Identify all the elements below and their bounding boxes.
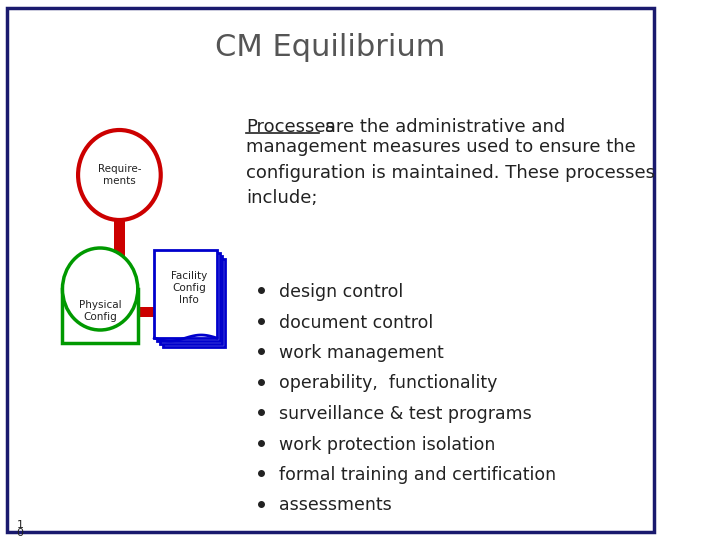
Text: management measures used to ensure the
configuration is maintained. These proces: management measures used to ensure the c… (246, 138, 655, 207)
Circle shape (63, 248, 138, 330)
FancyBboxPatch shape (157, 253, 220, 341)
Text: work protection isolation: work protection isolation (279, 435, 495, 454)
FancyBboxPatch shape (160, 256, 222, 344)
Text: Physical
Config: Physical Config (78, 300, 122, 322)
Text: CM Equilibrium: CM Equilibrium (215, 33, 446, 63)
FancyBboxPatch shape (7, 8, 654, 532)
Text: 0: 0 (17, 528, 24, 538)
Text: operability,  functionality: operability, functionality (279, 375, 498, 393)
Text: design control: design control (279, 283, 403, 301)
Text: surveillance & test programs: surveillance & test programs (279, 405, 532, 423)
Text: work management: work management (279, 344, 444, 362)
Text: Facility
Config
Info: Facility Config Info (171, 272, 207, 305)
Text: are the administrative and: are the administrative and (319, 118, 565, 136)
FancyBboxPatch shape (163, 259, 225, 347)
FancyBboxPatch shape (154, 250, 217, 338)
Text: formal training and certification: formal training and certification (279, 466, 557, 484)
Text: 1: 1 (17, 520, 24, 530)
Text: Require-
ments: Require- ments (98, 164, 141, 186)
Text: document control: document control (279, 314, 433, 332)
Text: assessments: assessments (279, 496, 392, 515)
FancyBboxPatch shape (136, 307, 158, 317)
Circle shape (78, 130, 161, 220)
FancyBboxPatch shape (63, 289, 138, 343)
Text: Processes: Processes (246, 118, 335, 136)
FancyBboxPatch shape (114, 218, 125, 270)
